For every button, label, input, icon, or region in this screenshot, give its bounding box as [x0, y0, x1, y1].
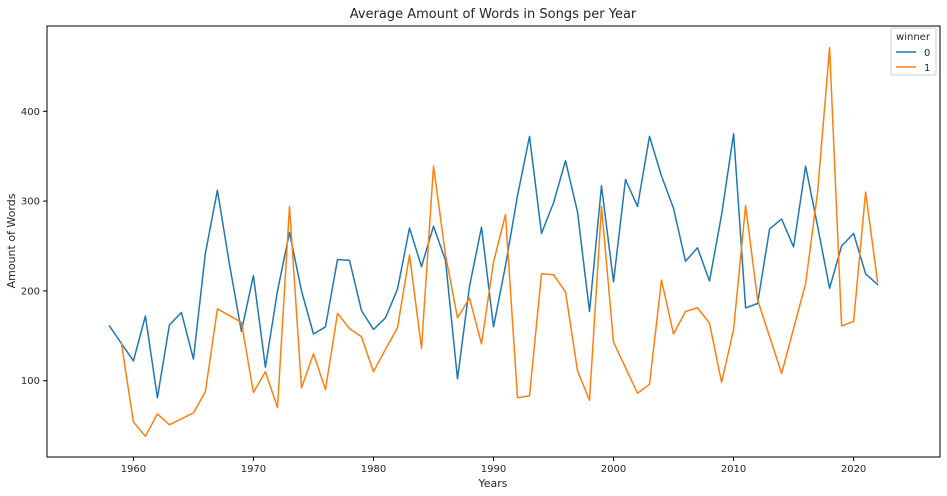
y-axis-ticks: 100 200 300 400 — [21, 107, 47, 387]
y-tick-label: 100 — [21, 376, 40, 387]
series-line-1 — [120, 46, 879, 438]
x-tick-label: 1990 — [481, 464, 506, 475]
plot-lines — [108, 46, 879, 438]
x-tick-label: 2010 — [721, 464, 746, 475]
y-tick-label: 200 — [21, 286, 40, 297]
chart-title: Average Amount of Words in Songs per Yea… — [350, 7, 637, 22]
y-axis-label: Amount of Words — [5, 193, 18, 288]
x-tick-label: 2000 — [601, 464, 626, 475]
series-line-0 — [108, 133, 879, 399]
x-axis-ticks: 1960 1970 1980 1990 2000 2010 2020 — [121, 457, 866, 475]
x-tick-label: 1970 — [241, 464, 266, 475]
legend-title: winner — [896, 32, 931, 43]
legend-entry-series-0: 0 — [924, 48, 930, 59]
x-tick-label: 2020 — [841, 464, 866, 475]
x-tick-label: 1980 — [361, 464, 386, 475]
y-tick-label: 400 — [21, 107, 40, 118]
legend: winner 0 1 — [890, 27, 937, 76]
x-axis-label: Years — [477, 477, 507, 490]
legend-entry-series-1: 1 — [924, 63, 930, 74]
x-tick-label: 1960 — [121, 464, 146, 475]
y-tick-label: 300 — [21, 197, 40, 208]
